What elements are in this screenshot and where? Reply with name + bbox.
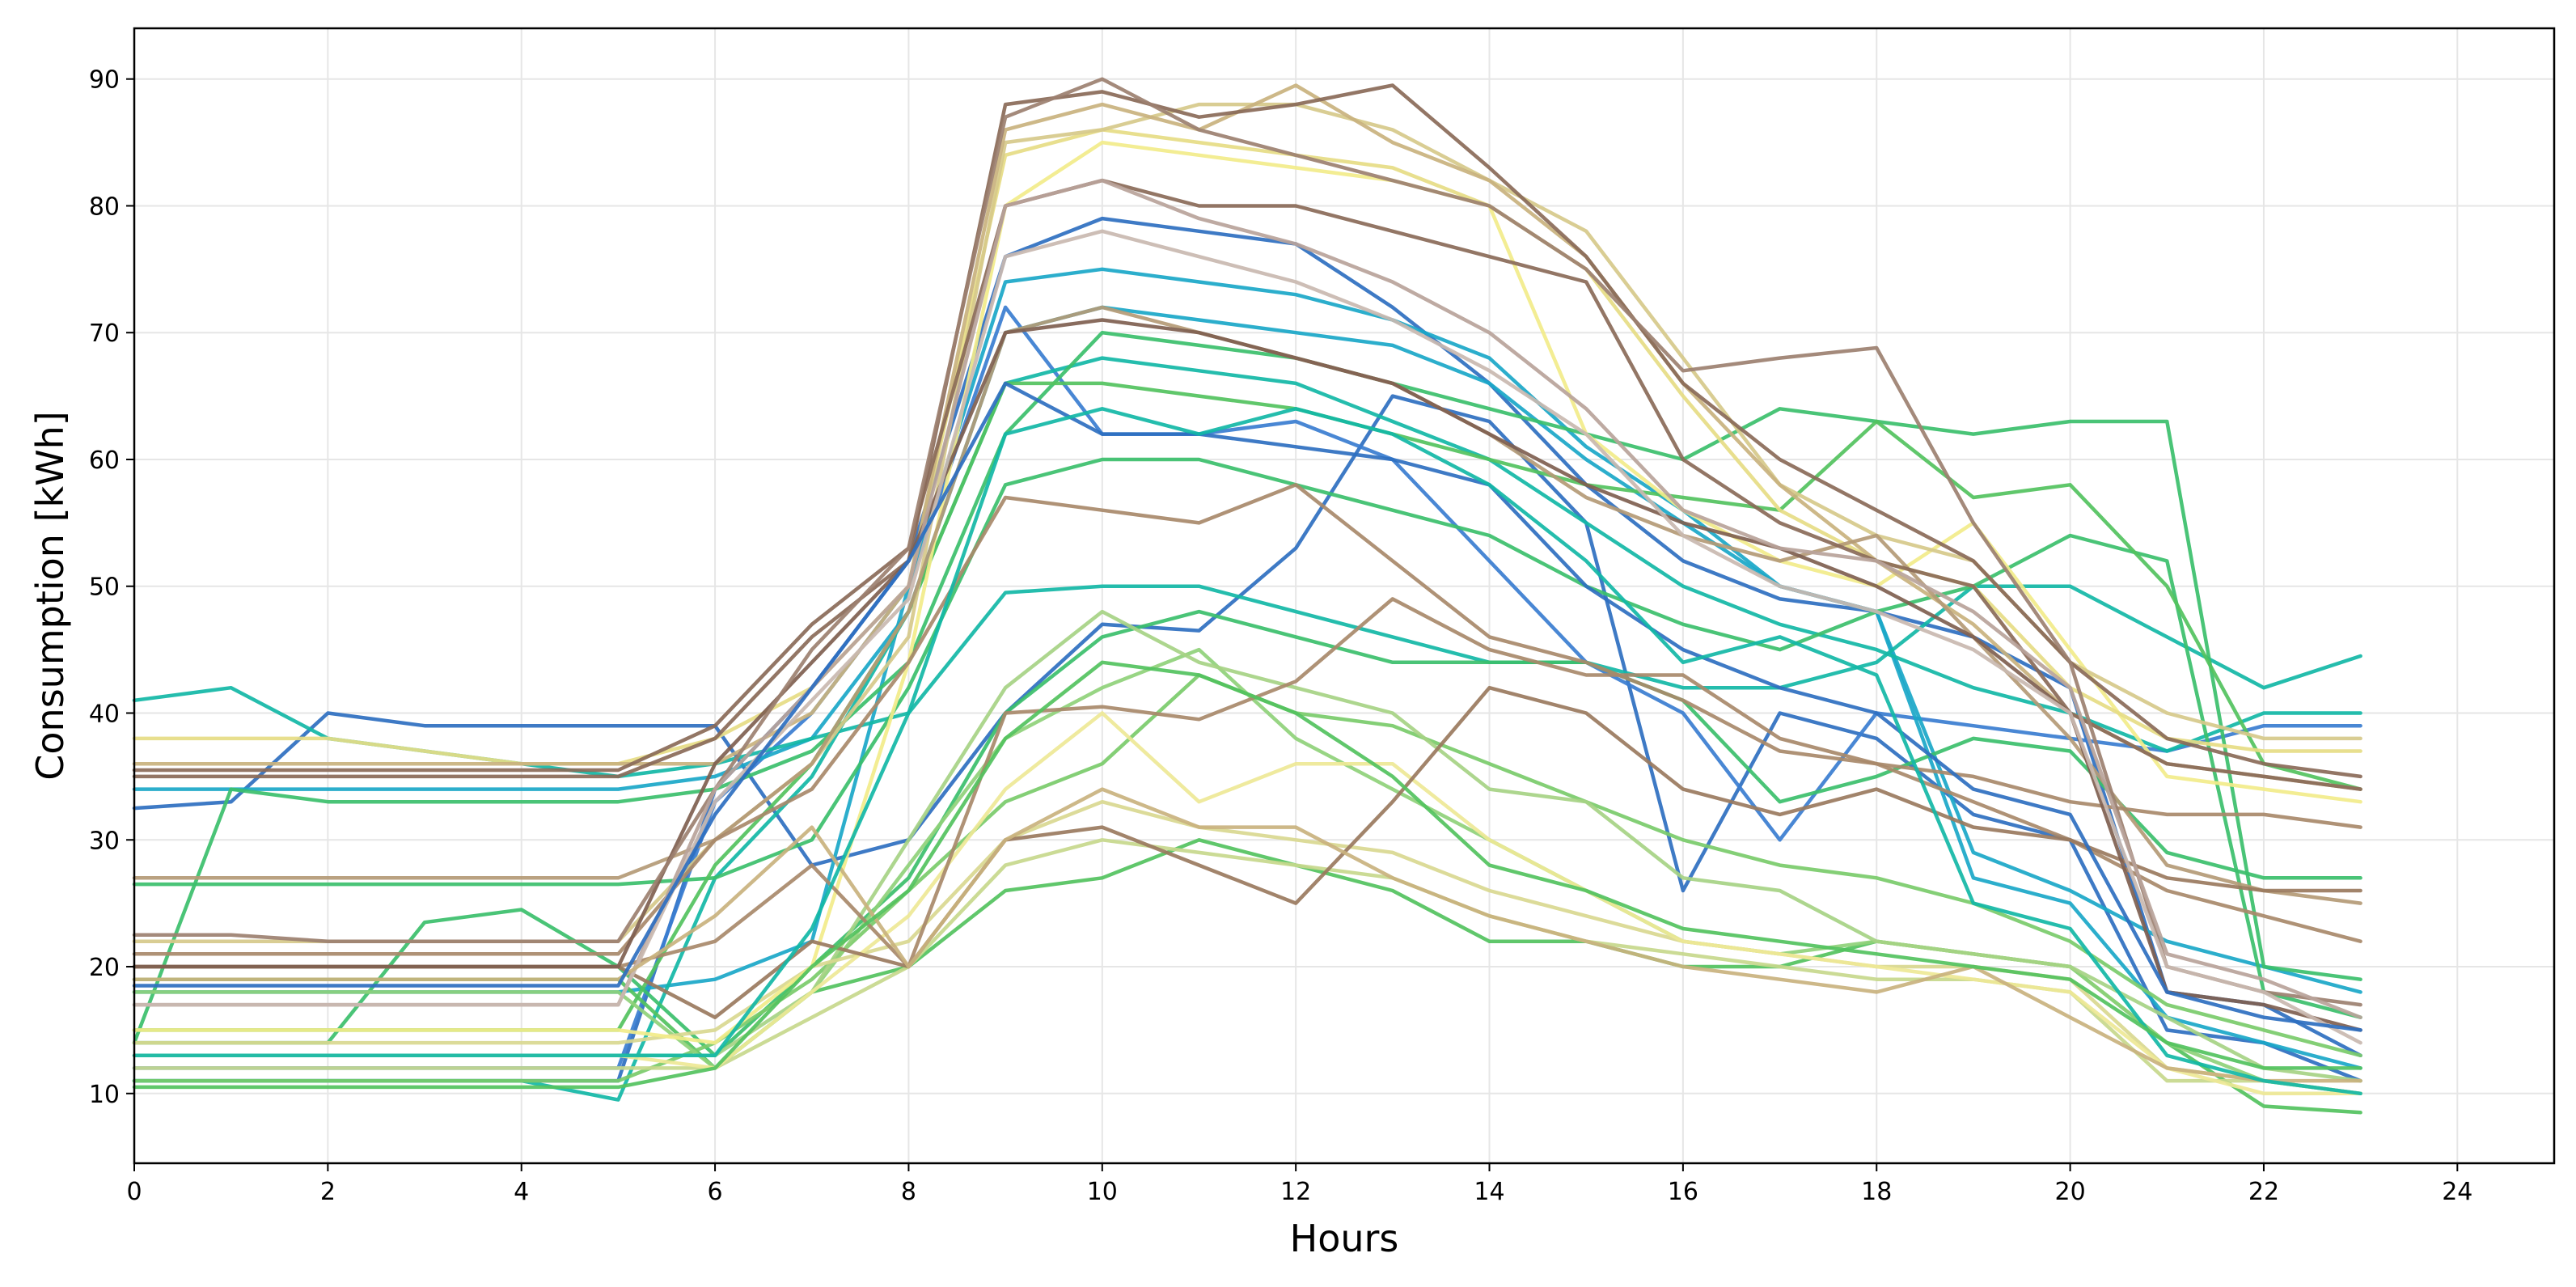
series-line-s02	[132, 216, 2362, 1083]
x-tick-label: 4	[514, 1178, 529, 1206]
y-tick-label: 40	[89, 701, 120, 729]
x-tick-label: 2	[320, 1178, 336, 1206]
series-line-s25	[132, 483, 2362, 956]
series-line-s10	[132, 609, 2362, 1058]
series-line-s11	[132, 838, 2362, 1115]
series-line-s12	[132, 381, 2362, 1032]
y-tick-label: 10	[89, 1081, 120, 1109]
x-axis-ticks: 0 2 4 6 8 10 12 14 16 18 20 22 24	[126, 1163, 2472, 1206]
series-line-s35	[132, 407, 2362, 1096]
series-line-s04	[132, 267, 2362, 1070]
series-line-s07	[132, 356, 2362, 1102]
series-line-s01	[132, 394, 2362, 1083]
x-tick-label: 6	[708, 1178, 723, 1206]
series-line-s08	[132, 330, 2362, 1045]
y-tick-label: 30	[89, 827, 120, 855]
series-line-s27	[132, 83, 2362, 779]
series-line-s22	[132, 83, 2362, 791]
x-tick-label: 24	[2442, 1178, 2472, 1206]
series-lines	[132, 77, 2362, 1115]
series-line-s05	[132, 305, 2362, 994]
y-tick-label: 80	[89, 193, 120, 221]
x-tick-label: 12	[1280, 1178, 1311, 1206]
y-axis-title: Consumption [kWh]	[28, 411, 72, 780]
series-line-s29	[132, 318, 2362, 1032]
series-line-s33	[132, 787, 2362, 1083]
series-line-s15	[132, 609, 2362, 1083]
plot-frame	[133, 27, 2556, 1165]
x-axis-title: Hours	[1290, 1217, 1399, 1260]
y-tick-label: 60	[89, 447, 120, 475]
series-line-s32	[132, 229, 2362, 1045]
series-line-s20	[132, 128, 2362, 766]
x-tick-label: 8	[901, 1178, 916, 1206]
series-line-s17	[132, 799, 2362, 1096]
x-tick-label: 18	[1861, 1178, 1892, 1206]
x-tick-label: 20	[2055, 1178, 2086, 1206]
y-tick-label: 50	[89, 574, 120, 602]
series-line-s28	[132, 178, 2362, 791]
y-tick-label: 20	[89, 954, 120, 982]
x-tick-label: 22	[2248, 1178, 2279, 1206]
series-line-s19	[132, 140, 2362, 1045]
x-tick-label: 0	[126, 1178, 142, 1206]
y-tick-label: 90	[89, 66, 120, 95]
y-tick-label: 70	[89, 320, 120, 348]
x-tick-label: 10	[1087, 1178, 1118, 1206]
series-line-s09	[132, 457, 2362, 1019]
y-axis-ticks: 10 20 30 40 50 60 70 80 90	[89, 66, 134, 1109]
series-line-s30	[132, 77, 2362, 1007]
series-line-s34	[132, 381, 2362, 1032]
x-tick-label: 16	[1668, 1178, 1698, 1206]
series-line-s23	[132, 305, 2362, 905]
x-tick-label: 14	[1474, 1178, 1504, 1206]
series-line-s36	[132, 660, 2362, 1090]
